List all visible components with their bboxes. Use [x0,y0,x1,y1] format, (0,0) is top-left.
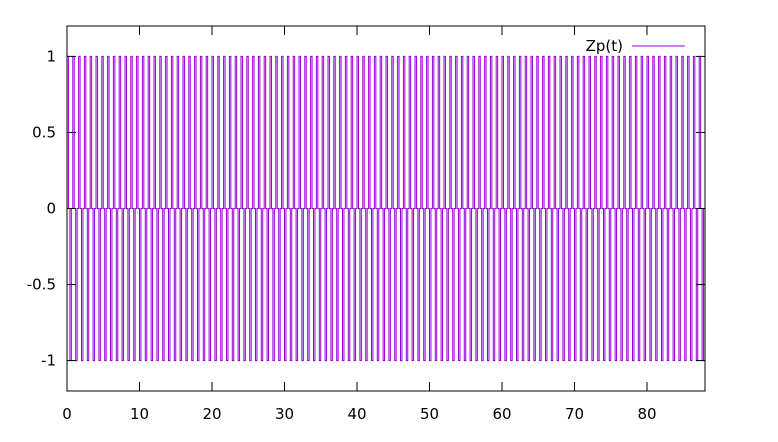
axes-layer: 1 0.5 0 -0.5 -1 0 10 20 30 40 50 60 70 80 [27,25,706,423]
y-tick-label: 1 [46,47,56,65]
x-tick-label: 10 [130,405,149,423]
y-tick-label: 0.5 [32,123,56,141]
series-line-0 [66,55,705,362]
legend: Zp(t) [586,37,685,55]
legend-label: Zp(t) [586,37,623,55]
series-layer [66,55,705,362]
x-tick-label: 80 [637,405,656,423]
x-tick-label: 0 [62,405,72,423]
y-tick-label: -0.5 [27,276,56,294]
x-tick-label: 40 [347,405,366,423]
x-tick-label: 60 [492,405,511,423]
y-tick-label: 0 [46,200,56,218]
x-tick-label: 20 [202,405,221,423]
x-tick-label: 70 [565,405,584,423]
y-tick-label: -1 [41,352,56,370]
x-tick-label: 50 [420,405,439,423]
x-tick-label: 30 [275,405,294,423]
